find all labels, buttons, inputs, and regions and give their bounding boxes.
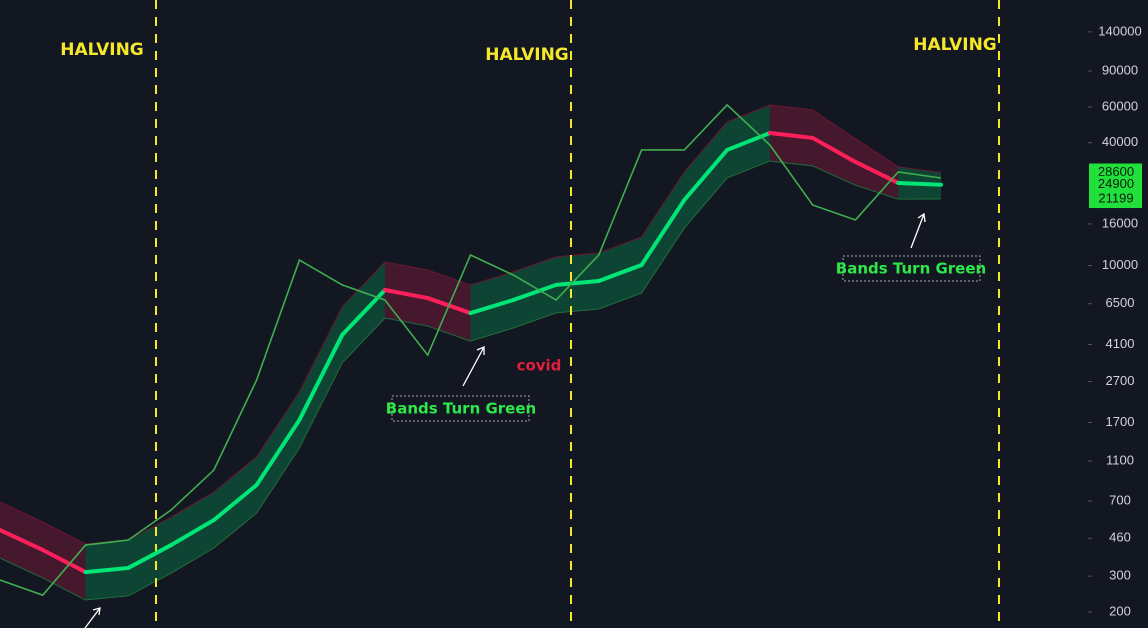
- band-center: [682, 147, 730, 202]
- y-tick-label: 10000: [1102, 257, 1138, 272]
- annotation: covid: [517, 357, 562, 375]
- y-tick-label: 16000: [1102, 215, 1138, 230]
- arrow: [910, 212, 926, 249]
- arrows: [84, 212, 926, 628]
- band-center: [596, 262, 644, 284]
- y-tick-label: 6500: [1106, 295, 1135, 310]
- band-center: [511, 282, 559, 302]
- band-center: [896, 180, 943, 187]
- band-fill: [812, 109, 856, 186]
- band-center: [810, 135, 858, 164]
- annotation: HALVING: [485, 45, 569, 65]
- price-badge: [1089, 175, 1142, 194]
- bands: [0, 104, 942, 601]
- band-center: [169, 518, 216, 548]
- note-box: [842, 255, 981, 282]
- band-upper: [0, 104, 942, 545]
- price-badge-label: 28600: [1098, 164, 1134, 179]
- band-center: [639, 197, 687, 267]
- arrow: [84, 607, 101, 628]
- price-badge-label: 24900: [1098, 176, 1134, 191]
- note-box: [391, 395, 530, 422]
- arrow: [462, 346, 485, 387]
- annotation: Bands Turn Green: [386, 400, 536, 418]
- annotation: HALVING: [60, 40, 144, 60]
- price-badge-label: 21199: [1098, 190, 1133, 205]
- annotation: HALVING: [913, 35, 997, 55]
- y-tick-label: 40000: [1102, 134, 1138, 149]
- band-center: [297, 332, 345, 422]
- price-line: [0, 103, 942, 597]
- y-tick-label: 4100: [1106, 336, 1135, 351]
- annotation: Bands Turn Green: [836, 260, 986, 278]
- band-center: [126, 543, 174, 570]
- halving-lines: [155, 0, 1000, 628]
- y-tick-label: 700: [1109, 493, 1131, 508]
- band-center: [725, 131, 772, 152]
- band-center: [0, 528, 45, 552]
- band-center: [40, 547, 88, 575]
- y-tick-label: 140000: [1098, 23, 1141, 38]
- y-tick-label: 200: [1109, 603, 1131, 618]
- y-tick-label: 460: [1109, 530, 1131, 545]
- band-center: [554, 279, 601, 287]
- y-tick-label: 60000: [1102, 98, 1138, 113]
- y-tick-label: 1700: [1106, 414, 1135, 429]
- y-tick-label: 2700: [1106, 373, 1135, 388]
- y-tick-label: 1100: [1106, 452, 1134, 467]
- band-center: [468, 297, 516, 316]
- band-center: [254, 417, 302, 487]
- price-badge: [1089, 190, 1142, 209]
- y-tick-label: 300: [1109, 568, 1131, 583]
- y-tick-label: 90000: [1102, 62, 1138, 77]
- band-center: [83, 565, 131, 575]
- band-center: [382, 287, 430, 301]
- band-center: [767, 131, 815, 140]
- band-center: [211, 482, 259, 523]
- band-fill: [855, 138, 899, 200]
